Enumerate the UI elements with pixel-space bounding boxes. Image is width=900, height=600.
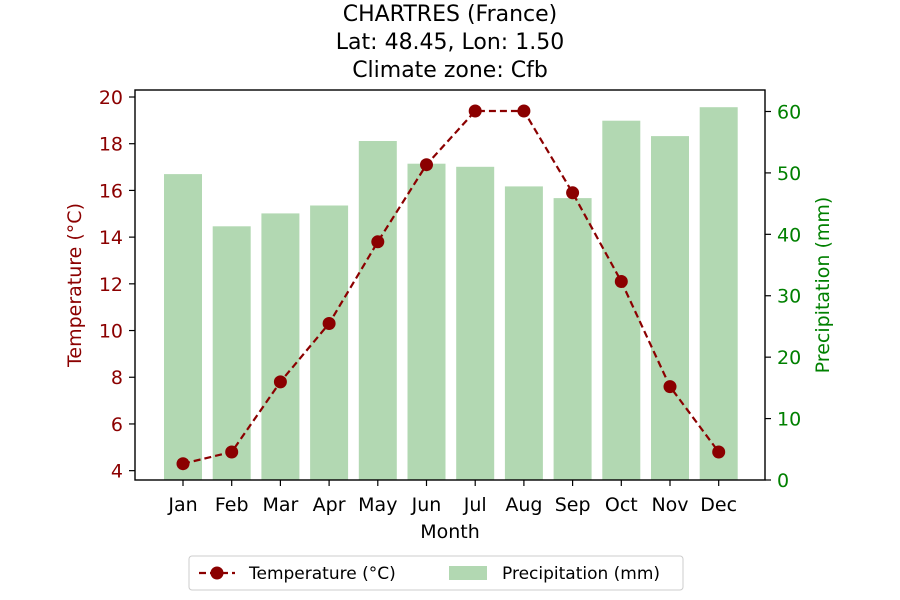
precipitation-bar-nov — [651, 136, 689, 480]
x-tick-label-sep: Sep — [555, 494, 591, 516]
temperature-point-mar — [273, 375, 287, 389]
precipitation-bar-may — [358, 141, 397, 480]
left-y-axis: 4 6 8 10 12 14 16 18 20 — [99, 87, 135, 483]
precipitation-bar-aug — [504, 186, 543, 480]
right-y-axis: 0 10 20 30 40 50 60 — [765, 101, 801, 492]
precipitation-bar-dec — [699, 107, 738, 480]
left-tick-label: 16 — [99, 180, 123, 202]
precipitation-bar-jan — [164, 174, 202, 480]
temperature-point-nov — [663, 380, 677, 394]
x-tick-label-apr: Apr — [313, 494, 346, 516]
left-tick-label: 4 — [111, 461, 123, 483]
precipitation-bar-sep — [553, 198, 592, 480]
legend-box — [188, 555, 684, 591]
temperature-point-dec — [712, 445, 726, 459]
legend-item-temperature: Temperature (°C) — [199, 564, 396, 584]
title-line-1: CHARTRES (France) — [343, 2, 558, 27]
legend-item-precipitation: Precipitation (mm) — [449, 564, 660, 584]
x-tick-label-dec: Dec — [700, 494, 737, 516]
x-axis-title: Month — [420, 521, 480, 543]
temperature-point-jun — [420, 158, 433, 172]
temperature-point-oct — [614, 275, 628, 288]
x-tick-label-aug: Aug — [505, 494, 542, 516]
x-tick-label-jun: Jun — [411, 494, 442, 516]
x-tick-label-jan: Jan — [167, 494, 197, 516]
precipitation-bar-oct — [602, 120, 641, 480]
left-tick-label: 12 — [99, 274, 123, 296]
temperature-point-feb — [225, 445, 239, 459]
chart-title: CHARTRES (France) Lat: 48.45, Lon: 1.50 … — [336, 2, 564, 83]
y-axis-left-title: Temperature (°C) — [64, 203, 86, 368]
legend-temperature-label: Temperature (°C) — [248, 564, 396, 584]
right-tick-label: 40 — [777, 224, 801, 246]
precipitation-bar-feb — [212, 226, 251, 480]
legend: Temperature (°C) Precipitation (mm) — [188, 555, 684, 591]
right-tick-label: 10 — [777, 409, 801, 431]
left-tick-label: 18 — [99, 134, 123, 156]
left-tick-label: 6 — [111, 414, 123, 436]
right-tick-label: 20 — [777, 347, 801, 369]
x-tick-label-mar: Mar — [262, 494, 298, 516]
x-tick-label-may: May — [358, 494, 397, 516]
temperature-point-jan — [176, 457, 190, 471]
title-line-2: Lat: 48.45, Lon: 1.50 — [336, 30, 564, 55]
right-tick-label: 60 — [777, 101, 801, 123]
temperature-point-jul — [468, 104, 482, 118]
title-line-3: Climate zone: Cfb — [352, 58, 548, 83]
x-tick-label-nov: Nov — [651, 494, 688, 516]
x-axis: Jan Feb Mar Apr May Jun Jul Aug Sep Oct Nov Dec — [167, 480, 737, 516]
precipitation-bars — [164, 107, 738, 481]
right-tick-label: 50 — [777, 163, 801, 185]
y-axis-right-title: Precipitation (mm) — [812, 197, 834, 374]
right-tick-label: 30 — [777, 286, 801, 308]
temperature-line — [182, 109, 720, 465]
left-tick-label: 14 — [99, 227, 123, 249]
precipitation-bar-jun — [407, 163, 446, 480]
precipitation-bar-jul — [456, 166, 495, 481]
legend-precipitation-label: Precipitation (mm) — [502, 564, 660, 584]
temperature-point-sep — [566, 186, 580, 200]
legend-temperature-marker — [210, 566, 224, 580]
plot-frame — [134, 89, 766, 481]
left-tick-label: 20 — [99, 87, 123, 109]
temperature-point-may — [371, 235, 385, 249]
left-tick-label: 10 — [99, 321, 123, 343]
temperature-series — [176, 104, 726, 471]
precipitation-bar-mar — [261, 213, 300, 480]
temperature-point-aug — [517, 104, 531, 118]
left-tick-label: 8 — [111, 367, 123, 389]
x-tick-label-oct: Oct — [605, 494, 638, 516]
right-tick-label: 0 — [777, 470, 789, 492]
x-tick-label-jul: Jul — [463, 494, 487, 516]
precipitation-bar-apr — [310, 205, 349, 480]
legend-precipitation-swatch — [449, 566, 487, 580]
temperature-point-apr — [322, 317, 336, 330]
x-tick-label-feb: Feb — [215, 494, 249, 516]
